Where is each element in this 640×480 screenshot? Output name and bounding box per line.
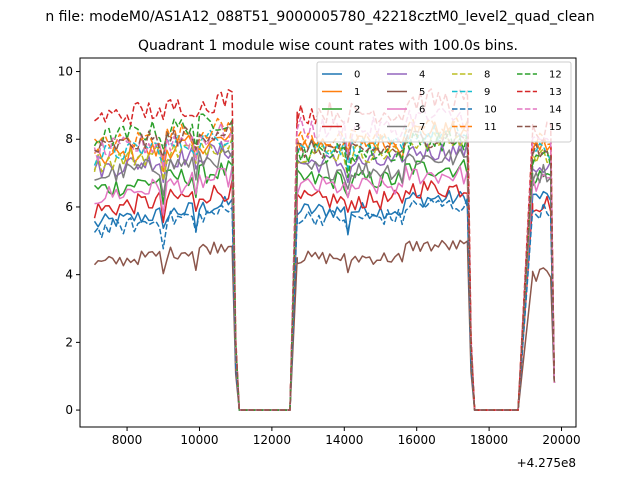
- series-line-0: [93, 190, 556, 411]
- y-tick-label: 2: [65, 335, 73, 349]
- series-line-3: [93, 179, 556, 411]
- y-tick-label: 4: [65, 268, 73, 282]
- chart-suptitle: n file: modeM0/AS1A12_088T51_9000005780_…: [45, 9, 594, 25]
- series-line-4: [93, 140, 556, 411]
- plot-frame: [79, 57, 577, 428]
- x-axis-ticks: 8000 10000 12000 14000 16000 18000 20000: [112, 427, 581, 447]
- legend-label-10: 10: [484, 105, 497, 116]
- legend-label-1: 1: [354, 87, 360, 98]
- y-tick-label: 6: [65, 200, 73, 214]
- legend-label-14: 14: [549, 105, 562, 116]
- series-line-7: [94, 147, 556, 411]
- x-offset-label: +4.275e8: [517, 456, 576, 470]
- legend-box: [316, 61, 572, 143]
- legend-label-12: 12: [549, 70, 562, 81]
- legend-label-6: 6: [419, 105, 425, 116]
- x-tick-label: 16000: [398, 433, 436, 447]
- x-tick-label: 18000: [470, 433, 508, 447]
- x-tick-label: 20000: [542, 433, 580, 447]
- y-tick-label: 8: [65, 132, 73, 146]
- legend-label-9: 9: [484, 87, 490, 98]
- y-axis-ticks: 0 2 4 6 8 10: [58, 65, 80, 417]
- legend-label-4: 4: [419, 70, 425, 81]
- legend-label-5: 5: [419, 87, 425, 98]
- legend-label-8: 8: [484, 70, 490, 81]
- y-tick-label: 0: [65, 403, 73, 417]
- x-tick-label: 8000: [112, 433, 143, 447]
- legend-label-15: 15: [549, 122, 562, 133]
- x-tick-label: 14000: [325, 433, 363, 447]
- series-layer: [93, 88, 556, 411]
- legend-label-3: 3: [354, 122, 360, 133]
- series-line-6: [94, 165, 556, 411]
- legend-label-2: 2: [354, 105, 360, 116]
- series-line-14: [93, 107, 556, 411]
- legend-label-11: 11: [484, 122, 497, 133]
- x-tick-label: 10000: [180, 433, 218, 447]
- legend-label-13: 13: [549, 87, 562, 98]
- legend-label-7: 7: [419, 122, 425, 133]
- series-line-5: [93, 239, 556, 411]
- x-tick-label: 12000: [253, 433, 291, 447]
- legend-label-0: 0: [354, 70, 360, 81]
- y-tick-label: 10: [58, 65, 73, 79]
- chart-title: Quadrant 1 module wise count rates with …: [138, 38, 518, 54]
- series-line-10: [93, 197, 556, 411]
